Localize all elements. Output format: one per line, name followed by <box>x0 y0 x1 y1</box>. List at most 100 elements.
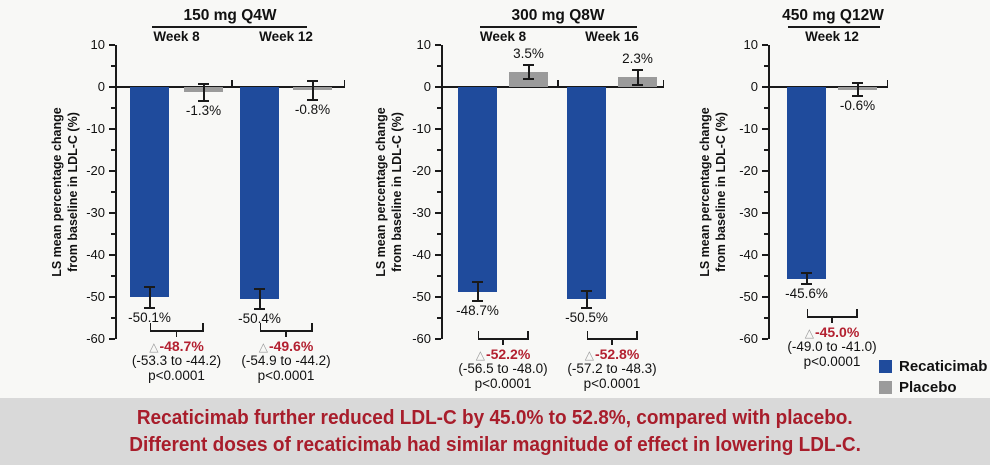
comparison-pvalue: p<0.0001 <box>583 376 641 391</box>
comparison-pvalue: p<0.0001 <box>474 376 532 391</box>
comparison-delta-line: △-52.8% <box>537 346 687 362</box>
y-major-tick <box>435 128 441 130</box>
ldl-chart: 150 mg Q4W LS mean percentage change from … <box>50 7 888 391</box>
y-major-tick <box>435 296 441 298</box>
y-major-tick <box>109 338 115 340</box>
placebo-error-cap-top <box>632 68 643 71</box>
x-end-tick <box>662 80 664 86</box>
panel-title-underline <box>152 26 307 28</box>
y-minor-tick <box>111 107 115 109</box>
x-axis-baseline <box>770 86 888 88</box>
recaticimab-value-label: -50.5% <box>565 309 608 325</box>
y-tick-label: 0 <box>750 79 758 94</box>
comparison-delta-line: △-52.2% <box>428 346 578 362</box>
y-tick-label: -50 <box>86 289 105 304</box>
placebo-error-cap-bottom <box>307 98 318 101</box>
recaticimab-value-label: -50.1% <box>128 309 171 325</box>
recaticimab-error-bar <box>148 287 151 308</box>
y-tick-label: -10 <box>412 121 431 136</box>
y-axis-line <box>441 45 443 339</box>
comparison-ci: (-53.3 to -44.2) <box>131 353 222 368</box>
bar-recaticimab <box>240 87 279 299</box>
y-tick-label: 10 <box>90 37 105 52</box>
y-major-tick <box>109 86 115 88</box>
y-tick-label: 0 <box>97 79 105 94</box>
y-tick-label: -30 <box>86 205 105 220</box>
placebo-value-label: 2.3% <box>622 50 653 66</box>
panel-title: 450 mg Q12W <box>782 7 884 24</box>
y-tick-label: -20 <box>412 163 431 178</box>
y-minor-tick <box>437 317 441 319</box>
placebo-error-cap-bottom <box>198 99 209 102</box>
recaticimab-error-bar <box>585 290 588 308</box>
comparison-bracket-end-right <box>202 323 204 330</box>
comparison-bracket-end-right <box>856 309 858 316</box>
y-tick-label: -10 <box>86 121 105 136</box>
placebo-error-bar <box>856 83 859 96</box>
y-tick-label: -50 <box>739 289 758 304</box>
chart-legend: Recaticimab Placebo <box>879 356 987 398</box>
y-major-tick <box>435 212 441 214</box>
placebo-error-cap-top <box>198 83 209 86</box>
delta-triangle-icon: △ <box>804 326 814 340</box>
y-tick-label: 10 <box>416 37 431 52</box>
y-major-tick <box>762 170 768 172</box>
delta-value: -52.8% <box>594 346 640 362</box>
y-axis-line <box>768 45 770 339</box>
y-minor-tick <box>437 65 441 67</box>
y-tick-label: -60 <box>412 331 431 346</box>
y-tick-label: -50 <box>412 289 431 304</box>
y-tick-label: 10 <box>743 37 758 52</box>
y-minor-tick <box>764 275 768 277</box>
x-boundary-tick <box>231 80 233 86</box>
y-minor-tick <box>764 233 768 235</box>
recaticimab-error-cap-top <box>581 289 592 292</box>
caption-line-2: Different doses of recaticimab had simil… <box>129 433 861 456</box>
y-tick-label: -40 <box>86 247 105 262</box>
y-minor-tick <box>111 317 115 319</box>
y-major-tick <box>762 338 768 340</box>
y-minor-tick <box>111 65 115 67</box>
caption-band: Recaticimab further reduced LDL-C by 45.… <box>0 398 990 465</box>
y-major-tick <box>762 212 768 214</box>
y-major-tick <box>435 44 441 46</box>
placebo-error-bar <box>311 81 314 100</box>
y-minor-tick <box>111 191 115 193</box>
placebo-error-cap-top <box>852 82 863 85</box>
recaticimab-error-cap-bottom <box>581 306 592 309</box>
y-tick-label: -30 <box>739 205 758 220</box>
legend-item-recaticimab: Recaticimab <box>879 356 987 377</box>
bar-recaticimab <box>787 87 826 279</box>
y-minor-tick <box>437 191 441 193</box>
recaticimab-error-bar <box>476 282 479 301</box>
panel-title-underline <box>788 26 880 28</box>
y-axis-label-line1: LS mean percentage change <box>698 107 712 277</box>
week-label: Week 8 <box>479 29 527 44</box>
y-major-tick <box>762 128 768 130</box>
y-major-tick <box>109 254 115 256</box>
placebo-value-label: -1.3% <box>185 102 222 118</box>
y-minor-tick <box>437 149 441 151</box>
x-boundary-tick <box>557 80 559 86</box>
week-label: Week 12 <box>805 29 859 44</box>
y-major-tick <box>762 86 768 88</box>
delta-value: -45.0% <box>814 324 860 340</box>
y-major-tick <box>109 44 115 46</box>
comparison-bracket <box>806 316 858 318</box>
y-axis-label-line1: LS mean percentage change <box>50 107 64 277</box>
y-minor-tick <box>437 275 441 277</box>
comparison-bracket <box>477 338 529 340</box>
comparison-bracket-center-tick <box>502 339 504 345</box>
delta-value: -52.2% <box>485 346 531 362</box>
delta-value: -48.7% <box>159 338 204 354</box>
placebo-error-cap-top <box>523 64 534 67</box>
bar-recaticimab <box>130 87 169 298</box>
y-major-tick <box>109 296 115 298</box>
y-major-tick <box>762 44 768 46</box>
y-minor-tick <box>437 233 441 235</box>
recaticimab-value-label: -45.6% <box>785 286 828 302</box>
recaticimab-error-bar <box>805 272 808 285</box>
y-minor-tick <box>111 149 115 151</box>
y-major-tick <box>762 296 768 298</box>
caption-line-1: Recaticimab further reduced LDL-C by 45.… <box>137 406 853 429</box>
